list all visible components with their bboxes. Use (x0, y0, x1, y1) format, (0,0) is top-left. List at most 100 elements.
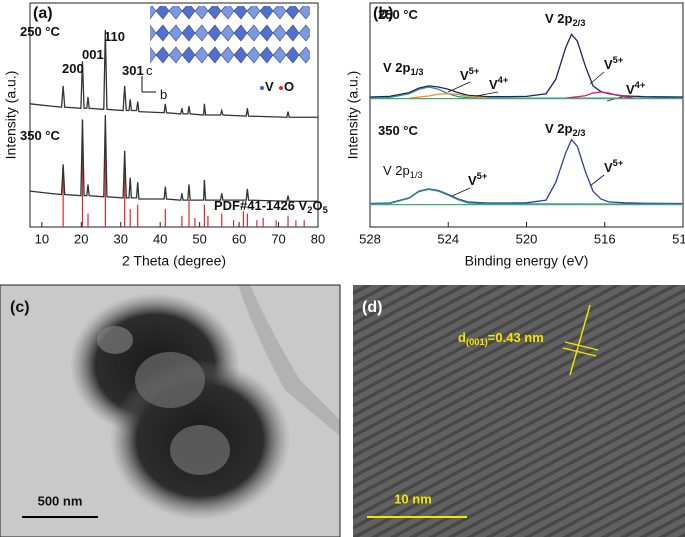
annotation: V5+ (604, 55, 624, 72)
annotation-part: 301 (122, 63, 144, 78)
annotation-part: V 2p (383, 163, 410, 178)
annotation-part: 250 °C (378, 7, 419, 22)
annotation-part: 1/3 (410, 170, 423, 180)
annotation-part: V (489, 77, 498, 92)
annotation-part: 5 (323, 205, 328, 215)
plot-frame (29, 2, 319, 228)
x-tick-label: 524 (437, 231, 459, 246)
annotation-part: c (146, 63, 153, 78)
annotation-part: d (458, 330, 466, 345)
series-line (369, 188, 684, 205)
annotation-part: 2/3 (572, 128, 585, 138)
annotation-part: 001 (82, 47, 104, 62)
scale-bar-label: 500 nm (38, 493, 83, 508)
annotation: 350 °C (20, 128, 61, 143)
series-line (369, 86, 683, 99)
scale-bar-label: 10 nm (394, 491, 432, 506)
annotation-part: V (604, 160, 613, 175)
series-line (29, 114, 318, 202)
hrtem-haze (353, 285, 685, 537)
annotation: V5+ (604, 158, 624, 175)
annotation: V 2p1/3 (383, 60, 423, 77)
annotation-part: 110 (104, 29, 125, 44)
panel-label: (a) (33, 5, 53, 22)
annotation-part: 200 (62, 61, 84, 76)
annotation-part: 250 °C (20, 24, 61, 39)
annotation: V4+ (489, 75, 509, 92)
annotation-part: V 2p (545, 11, 573, 26)
annotation: c (146, 63, 153, 78)
annotation-part: V (604, 57, 613, 72)
annotation-part: O (284, 79, 294, 94)
annotation-part: 5+ (469, 66, 480, 76)
x-tick-label: 30 (114, 231, 128, 246)
panel-c-frame (0, 284, 341, 537)
annotation-part: (001) (466, 337, 488, 347)
annotation-part: 2 (307, 205, 312, 215)
annotation-part: V (460, 68, 469, 83)
panel-label: (c) (10, 299, 30, 316)
annotation-part: 2/3 (572, 18, 585, 28)
annotation: 200 (62, 61, 84, 76)
x-tick-label: 516 (594, 231, 616, 246)
y-axis-title: Intensity (a.u.) (345, 71, 361, 160)
annotation: 301 (122, 63, 144, 78)
x-axis-title: Binding energy (eV) (465, 253, 589, 269)
annotation: V 2p2/3 (545, 11, 585, 28)
annotation: 250 °C (20, 24, 61, 39)
x-tick-label: 520 (516, 231, 538, 246)
annotation: V4+ (626, 80, 646, 97)
annotation-part: 1/3 (410, 67, 423, 77)
series-line (565, 91, 635, 99)
crystal-inset (150, 6, 310, 68)
annotation: 110 (104, 29, 125, 44)
x-axis-title: 2 Theta (degree) (122, 253, 226, 269)
inset-axes (141, 76, 156, 93)
tem-image (0, 285, 340, 537)
annotation: 250 °C (378, 7, 419, 22)
annotation-part: 5+ (613, 158, 624, 168)
x-tick-label: 60 (232, 231, 246, 246)
x-tick-label: 512 (672, 231, 685, 246)
y-axis-title: Intensity (a.u.) (3, 71, 19, 160)
annotation: b (160, 87, 167, 102)
x-tick-label: 80 (311, 231, 325, 246)
panel-label: (d) (362, 299, 382, 316)
annotation-part: V 2p (383, 60, 411, 75)
annotation: V 2p2/3 (545, 121, 585, 138)
annotation: V5+ (460, 66, 480, 83)
x-tick-label: 528 (359, 231, 381, 246)
panel-label: (b) (373, 5, 393, 22)
x-tick-label: 50 (192, 231, 206, 246)
series-line (409, 93, 488, 99)
x-tick-label: 40 (153, 231, 167, 246)
annotation: V (265, 79, 274, 94)
spacing-marker (562, 304, 599, 376)
annotation-part: V (626, 82, 635, 97)
legend-dot-o (279, 86, 283, 90)
annotation: PDF#41-1426 V2O5 (214, 198, 328, 215)
x-tick-label: 10 (35, 231, 49, 246)
annotation-part: 5+ (477, 171, 488, 181)
legend-dot-v (260, 86, 264, 90)
series-line (29, 29, 318, 118)
annotation-part: 4+ (635, 80, 646, 90)
annotation-part: 5+ (613, 55, 624, 65)
annotation: 001 (82, 47, 104, 62)
annotation: 350 °C (378, 123, 419, 138)
annotation: V 2p1/3 (383, 163, 423, 180)
annotation-part: 350 °C (20, 128, 61, 143)
annotation-part: 4+ (498, 75, 509, 85)
annotation: O (284, 79, 294, 94)
annotation-part: V 2p (545, 121, 573, 136)
x-tick-label: 70 (271, 231, 285, 246)
annotation-part: b (160, 87, 167, 102)
annotation: V5+ (468, 171, 488, 188)
annotation-part: O (312, 198, 322, 213)
annotation-part: =0.43 nm (488, 330, 544, 345)
annotation: d(001)=0.43 nm (458, 330, 544, 347)
annotation-part: V (265, 79, 274, 94)
x-tick-label: 20 (74, 231, 88, 246)
annotation-part: V (468, 173, 477, 188)
